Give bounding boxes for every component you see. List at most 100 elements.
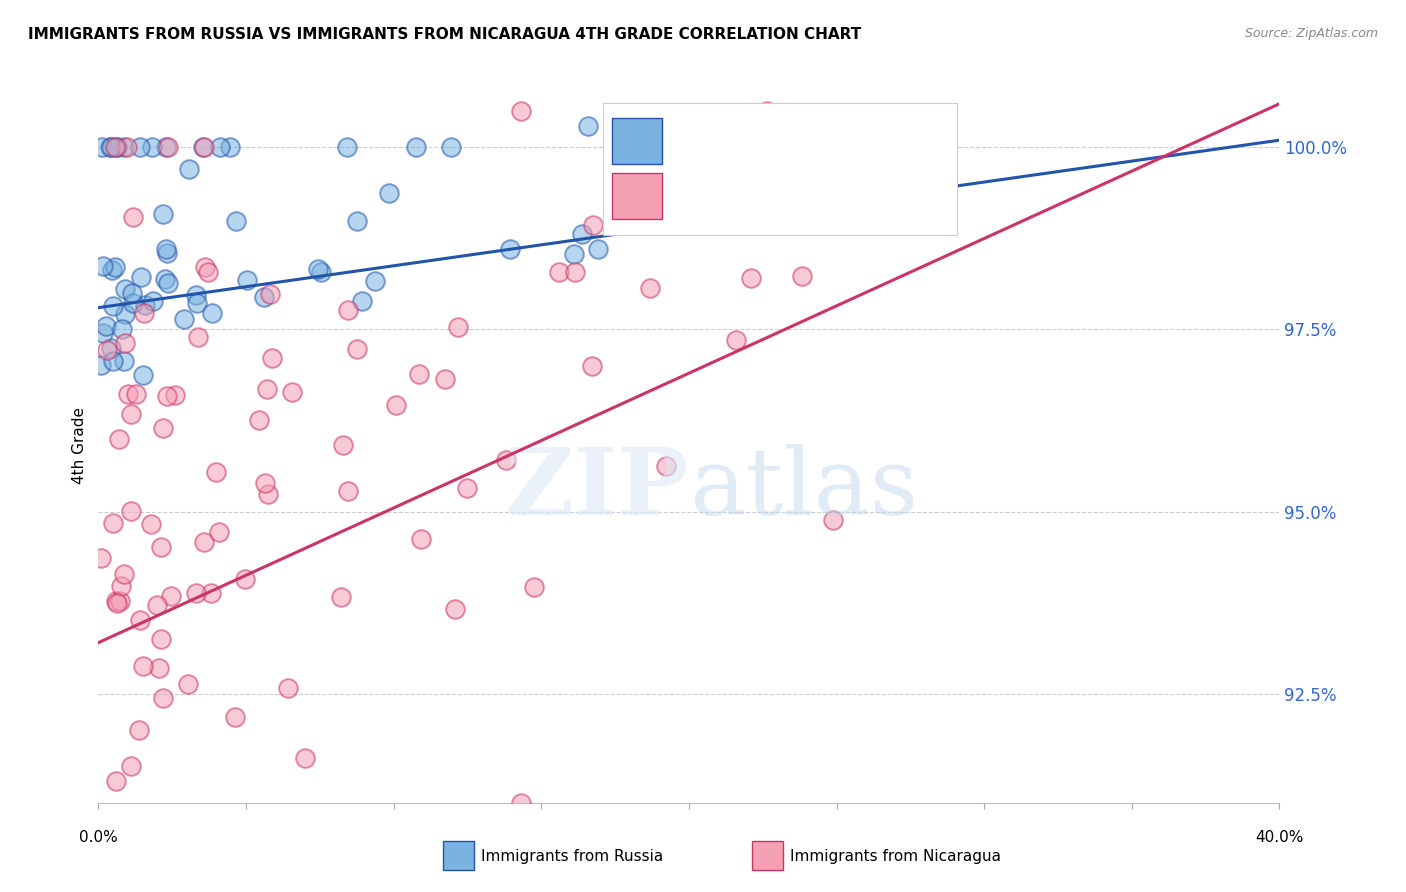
Point	[330, 591, 353, 605]
Text: Source: ZipAtlas.com: Source: ZipAtlas.com	[1244, 27, 1378, 40]
Point	[260, 351, 283, 365]
Point	[108, 432, 131, 446]
Point	[101, 263, 124, 277]
Point	[385, 398, 408, 412]
Point	[654, 458, 676, 473]
Point	[582, 218, 605, 232]
Point	[336, 483, 359, 498]
Point	[153, 272, 176, 286]
Point	[96, 343, 118, 357]
Point	[409, 532, 432, 546]
Text: IMMIGRANTS FROM RUSSIA VS IMMIGRANTS FROM NICARAGUA 4TH GRADE CORRELATION CHART: IMMIGRANTS FROM RUSSIA VS IMMIGRANTS FRO…	[28, 27, 862, 42]
Point	[134, 306, 156, 320]
Point	[810, 140, 832, 154]
Text: 0.0%: 0.0%	[79, 830, 118, 845]
Point	[456, 481, 478, 495]
Point	[562, 247, 585, 261]
Point	[439, 140, 461, 154]
Point	[257, 486, 280, 500]
Point	[208, 524, 231, 539]
Point	[125, 387, 148, 401]
Point	[141, 140, 163, 154]
Point	[121, 286, 143, 301]
Point	[233, 573, 256, 587]
Point	[307, 261, 329, 276]
Point	[725, 333, 748, 347]
Point	[93, 326, 115, 340]
Point	[117, 387, 139, 401]
Point	[165, 388, 187, 402]
Text: R = 0.339    N = 83: R = 0.339 N = 83	[678, 187, 868, 205]
Point	[193, 534, 215, 549]
Point	[179, 162, 201, 177]
Point	[337, 302, 360, 317]
Point	[139, 516, 162, 531]
Point	[112, 354, 135, 368]
Point	[90, 551, 112, 566]
Text: ZIP: ZIP	[505, 444, 689, 533]
Point	[159, 590, 181, 604]
Point	[114, 335, 136, 350]
Point	[547, 265, 569, 279]
Point	[104, 140, 127, 154]
Point	[434, 371, 457, 385]
Point	[129, 270, 152, 285]
Point	[564, 265, 586, 279]
Bar	[612, 173, 662, 219]
Point	[236, 273, 259, 287]
Point	[120, 504, 142, 518]
Point	[104, 774, 127, 789]
Point	[640, 281, 662, 295]
Point	[150, 540, 173, 554]
Point	[120, 759, 142, 773]
Point	[187, 330, 209, 344]
Point	[447, 320, 470, 334]
Point	[148, 661, 170, 675]
Point	[191, 140, 214, 154]
Point	[156, 246, 179, 260]
Point	[110, 579, 132, 593]
Point	[156, 140, 179, 154]
Point	[150, 632, 173, 646]
Point	[120, 408, 142, 422]
Point	[350, 294, 373, 309]
Point	[114, 307, 136, 321]
Point	[128, 723, 150, 737]
Point	[364, 274, 387, 288]
Point	[103, 299, 125, 313]
Point	[122, 296, 145, 310]
Y-axis label: 4th Grade: 4th Grade	[72, 408, 87, 484]
Point	[740, 270, 762, 285]
Point	[219, 140, 242, 154]
Point	[200, 586, 222, 600]
Point	[155, 242, 177, 256]
Point	[197, 265, 219, 279]
Text: atlas: atlas	[689, 444, 918, 533]
Point	[100, 140, 122, 154]
Point	[114, 282, 136, 296]
Point	[346, 342, 368, 356]
Point	[112, 567, 135, 582]
Point	[101, 516, 124, 530]
Point	[277, 681, 299, 695]
Point	[112, 140, 135, 154]
Point	[94, 319, 117, 334]
Point	[103, 354, 125, 368]
Point	[152, 690, 174, 705]
Point	[332, 438, 354, 452]
Point	[336, 140, 359, 154]
Point	[509, 796, 531, 810]
Point	[194, 260, 217, 274]
Point	[105, 596, 128, 610]
Point	[90, 140, 112, 154]
Point	[821, 513, 844, 527]
Point	[294, 751, 316, 765]
Point	[201, 306, 224, 320]
Bar	[612, 118, 662, 164]
Point	[253, 476, 276, 491]
Point	[205, 465, 228, 479]
Point	[186, 586, 208, 600]
Point	[142, 293, 165, 308]
Point	[132, 659, 155, 673]
Point	[155, 140, 177, 154]
